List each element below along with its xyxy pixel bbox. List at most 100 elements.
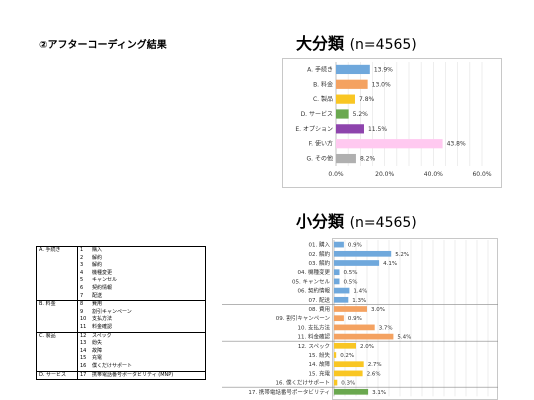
small-chart-category-label: 02. 解約 <box>309 250 331 258</box>
small-chart-value-label: 0.9% <box>348 243 362 249</box>
category-item-number: 7 <box>80 292 84 299</box>
category-item-label: 解約 <box>92 254 103 261</box>
small-chart-n: (n=4565) <box>349 215 417 231</box>
small-chart-category-label: 08. 費用 <box>309 305 331 313</box>
category-item-number: 2 <box>80 254 84 261</box>
big-chart-value-label: 43.8% <box>447 141 466 148</box>
category-group-label: A. 手続き <box>36 245 78 302</box>
category-items-cell: 1 購入 2 解約 3 解約 4 機種変更 5 キャンセル 6 契約情報 7 配送 <box>77 245 206 302</box>
big-chart-category-label: G. その他 <box>307 155 333 163</box>
small-chart-value-label: 1.3% <box>352 298 366 304</box>
big-chart-frame <box>282 58 502 188</box>
big-chart-category-label: E. オプション <box>295 126 333 133</box>
category-item-number: 10 <box>80 316 87 323</box>
category-item-number: 4 <box>80 269 84 276</box>
big-chart-value-label: 5.2% <box>353 111 369 118</box>
small-chart-category-label: 10. 支払方法 <box>298 323 331 331</box>
category-item-label: 購入 <box>92 247 103 253</box>
category-item-label: 料金確認 <box>92 323 113 330</box>
category-item-number: 17 <box>80 371 87 378</box>
category-group-label: D. サービス <box>36 370 78 381</box>
category-item: 11 料金確認 <box>80 324 203 332</box>
big-chart-bar <box>336 124 364 134</box>
small-chart-title-text: 小分類 <box>296 212 345 231</box>
small-chart-value-label: 3.7% <box>379 325 393 331</box>
category-item: 9 割引キャンペーン <box>80 309 203 317</box>
category-item: 14 故障 <box>80 348 203 356</box>
small-chart-bar <box>334 287 350 294</box>
category-item: 5 キャンセル <box>80 277 203 285</box>
big-chart-tick-label: 40.0% <box>424 171 443 178</box>
small-chart-bar <box>334 342 356 349</box>
small-chart-value-label: 2.7% <box>368 362 382 368</box>
category-item-label: 配送 <box>92 292 103 299</box>
category-item: 6 契約情報 <box>80 285 203 293</box>
small-chart-category-label: 15. 充電 <box>309 369 331 377</box>
category-item: 17 携帯電話番号ポータビリティ (MNP) <box>80 372 203 380</box>
small-chart-category-label: 15. 紛失 <box>309 351 331 359</box>
category-items-cell: 12 スペック 13 紛失 14 故障 15 充電 16 僕くだけサポート <box>77 331 206 372</box>
category-items-cell: 8 費用 9 割引キャンペーン 10 支払方法 11 料金確認 <box>77 300 206 333</box>
category-item-number: 15 <box>80 355 87 362</box>
small-chart-bar <box>334 241 344 248</box>
category-item-number: 11 <box>80 323 87 330</box>
big-chart-value-label: 8.2% <box>360 156 376 163</box>
small-chart-bar <box>334 250 392 257</box>
small-chart-value-label: 0.2% <box>340 353 354 359</box>
big-chart-bar <box>336 94 355 104</box>
sub-category-chart: 01. 購入 0.9% 02. 解約 5.2% 03. 解約 4.1% 04. 機種変更 0.… <box>222 238 498 400</box>
big-chart-tick-label: 0.0% <box>328 171 344 178</box>
big-chart-value-label: 11.5% <box>368 126 387 133</box>
category-item: 1 購入 <box>80 247 203 255</box>
category-item-label: 費用 <box>92 301 103 308</box>
category-item-label: 解約 <box>92 262 103 269</box>
category-item-label: 支払方法 <box>92 316 113 323</box>
category-item-number: 8 <box>80 301 84 308</box>
category-item: 16 僕くだけサポート <box>80 363 203 371</box>
small-chart-category-label: 06. 契約情報 <box>298 287 331 295</box>
small-chart-category-label: 03. 解約 <box>309 259 331 267</box>
small-chart-value-label: 0.5% <box>344 279 358 285</box>
big-chart-bar <box>336 139 443 149</box>
big-chart-value-label: 7.8% <box>359 96 375 103</box>
category-item-label: 機種変更 <box>92 269 113 276</box>
small-chart-bar <box>334 324 375 331</box>
small-chart-bar <box>334 379 338 386</box>
small-chart-category-label: 05. キャンセル <box>292 278 330 285</box>
category-group-label: C. 製品 <box>36 331 78 372</box>
small-chart-category-label: 09. 割引キャンペーン <box>276 314 331 322</box>
small-chart-bar <box>334 333 394 340</box>
small-chart-value-label: 3.0% <box>371 307 385 313</box>
small-chart-value-label: 0.5% <box>344 270 358 276</box>
small-chart-bar <box>334 352 337 358</box>
category-item-label: 紛失 <box>92 340 103 347</box>
big-chart-category-label: C. 製品 <box>313 95 333 103</box>
small-chart-value-label: 0.9% <box>348 316 362 322</box>
category-item-number: 16 <box>80 362 87 369</box>
big-chart-n: (n=4565) <box>349 37 417 53</box>
small-chart-value-label: 0.3% <box>341 381 355 387</box>
section-title: ②アフターコーディング結果 <box>39 40 167 51</box>
category-item: 13 紛失 <box>80 340 203 348</box>
small-chart-bar <box>334 278 340 285</box>
small-chart-bar <box>334 315 344 322</box>
category-items-cell: 17 携帯電話番号ポータビリティ (MNP) <box>77 370 206 381</box>
big-chart-category-label: F. 使い方 <box>309 140 333 148</box>
small-chart-bar <box>334 269 340 276</box>
small-chart-category-label: 07. 配送 <box>309 296 331 304</box>
small-chart-value-label: 4.1% <box>383 261 397 267</box>
category-item-label: 僕くだけサポート <box>92 362 133 369</box>
small-chart-category-label: 17. 携帯電話番号ポータビリティ <box>248 388 330 396</box>
category-table-row: B. 料金 8 費用 9 割引キャンペーン 10 支払方法 11 料金確認 <box>36 300 206 333</box>
big-chart-bar <box>336 153 356 164</box>
small-chart-value-label: 2.0% <box>360 344 374 350</box>
small-chart-category-label: 11. 料金確認 <box>298 333 331 341</box>
big-chart-bar <box>336 109 349 119</box>
big-chart-category-label: D. サービス <box>301 110 333 118</box>
small-chart-bar <box>334 296 349 303</box>
big-chart-value-label: 13.0% <box>372 81 391 88</box>
category-item: 8 費用 <box>80 301 203 309</box>
small-chart-bar <box>334 306 367 312</box>
small-chart-bar <box>334 370 363 377</box>
